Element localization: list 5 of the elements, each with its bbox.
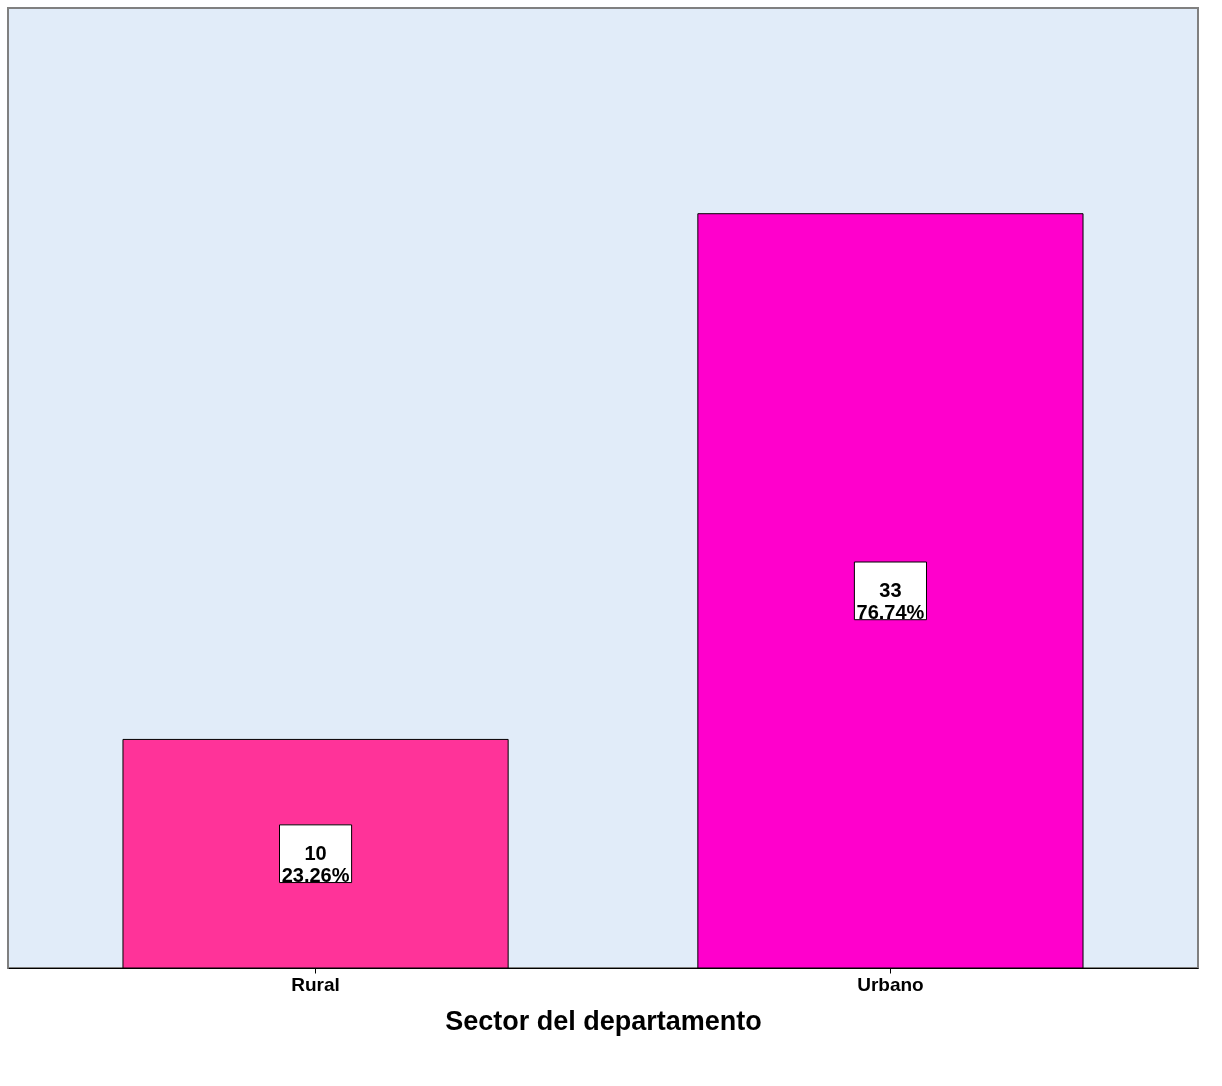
x-tick-label: Rural [291,973,340,995]
x-axis-title: Sector del departamento [445,1005,762,1036]
data-label: 33 76.74% [856,578,925,623]
x-tick-label: Urbano [857,973,924,995]
data-label: 10 23.26% [281,841,350,886]
